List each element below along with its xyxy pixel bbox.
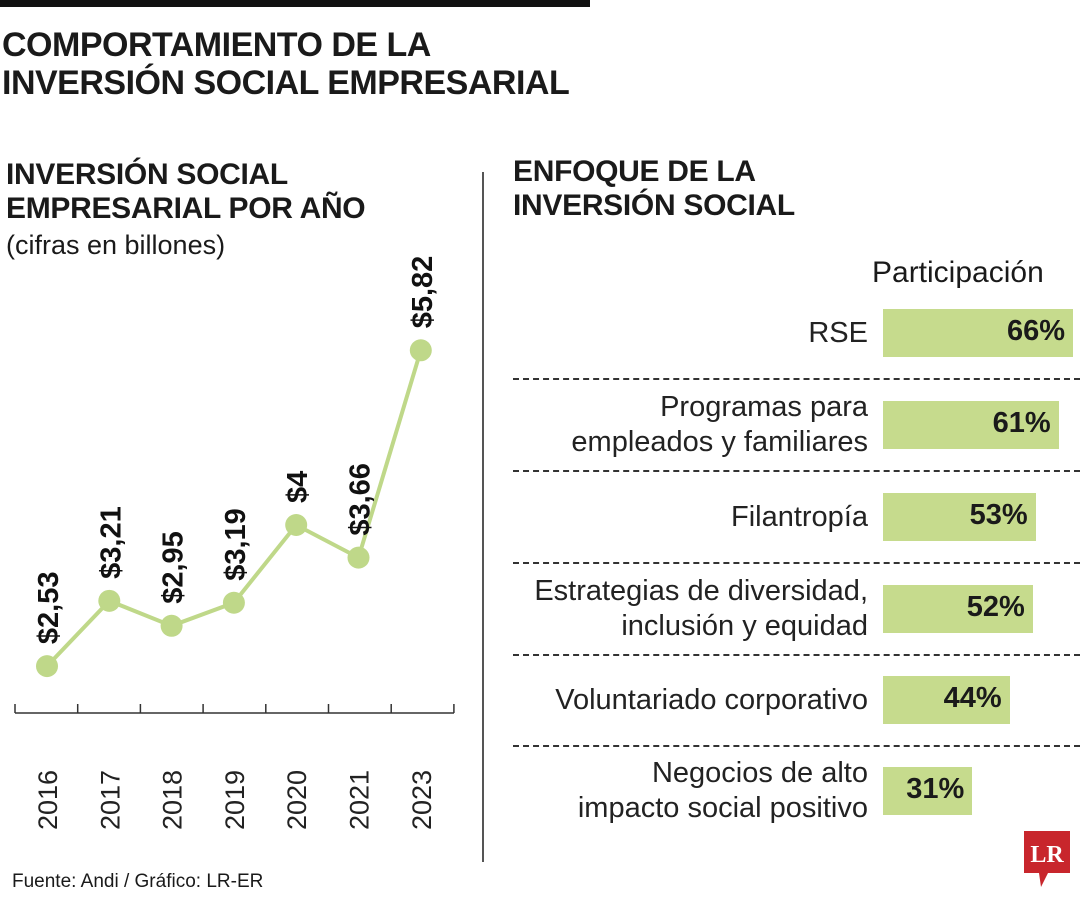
data-label: $3,21 bbox=[95, 506, 127, 579]
label-line: empleados y familiares bbox=[571, 426, 868, 458]
x-tick-label: 2021 bbox=[345, 770, 375, 830]
label-line: Negocios de alto bbox=[651, 757, 868, 789]
bar-category-label: Negocios de alto impacto social positivo bbox=[578, 756, 868, 826]
row-separator bbox=[513, 745, 1080, 747]
label-line: Voluntariado corporativo bbox=[555, 683, 868, 716]
bar: 53% bbox=[883, 493, 1036, 541]
label-line: Estrategias de diversidad, bbox=[534, 575, 868, 607]
title-line: INVERSIÓN SOCIAL bbox=[513, 189, 795, 222]
x-tick-label: 2017 bbox=[95, 770, 125, 830]
bar-chart-title: ENFOQUE DE LA INVERSIÓN SOCIAL bbox=[513, 155, 795, 223]
line-chart-title: INVERSIÓN SOCIAL EMPRESARIAL POR AÑO bbox=[6, 158, 366, 226]
bar-category-label: Estrategias de diversidad, inclusión y eq… bbox=[534, 574, 868, 644]
bar-value-label: 53% bbox=[969, 499, 1028, 531]
data-point bbox=[36, 655, 58, 678]
bar: 44% bbox=[883, 676, 1010, 724]
top-rule bbox=[0, 0, 590, 7]
data-point bbox=[222, 591, 245, 614]
bar-value-label: 44% bbox=[943, 682, 1002, 714]
bar: 52% bbox=[883, 585, 1033, 633]
bar-value-label: 31% bbox=[906, 773, 965, 805]
lr-logo: LR bbox=[1024, 831, 1070, 887]
x-tick-label: 2019 bbox=[220, 770, 250, 830]
bar-category-label: Filantropía bbox=[731, 500, 868, 535]
bar-value-label: 52% bbox=[966, 591, 1025, 623]
title-line: INVERSIÓN SOCIAL bbox=[6, 158, 288, 191]
data-label: $2,53 bbox=[33, 572, 65, 645]
data-label: $3,66 bbox=[345, 463, 377, 536]
data-label: $3,19 bbox=[220, 508, 252, 581]
title-line: COMPORTAMIENTO DE LA bbox=[2, 26, 431, 64]
column-divider bbox=[482, 172, 484, 862]
label-line: Programas para bbox=[660, 391, 868, 423]
source-note: Fuente: Andi / Gráfico: LR-ER bbox=[12, 871, 264, 892]
x-tick-label: 2020 bbox=[282, 770, 312, 830]
label-line: impacto social positivo bbox=[577, 792, 868, 824]
x-tick-label: 2018 bbox=[158, 770, 188, 830]
x-tick-label: 2023 bbox=[407, 770, 437, 830]
data-point bbox=[98, 589, 121, 612]
column-header: Participación bbox=[872, 256, 1044, 289]
bar: 61% bbox=[883, 401, 1059, 449]
bar-value-label: 61% bbox=[992, 407, 1051, 439]
bar: 31% bbox=[883, 767, 973, 815]
data-point bbox=[285, 514, 308, 536]
row-separator bbox=[513, 378, 1080, 380]
data-point bbox=[409, 339, 432, 362]
data-point bbox=[347, 546, 370, 569]
bar-value-label: 66% bbox=[1007, 315, 1066, 347]
bar: 66% bbox=[883, 309, 1074, 357]
row-separator bbox=[513, 654, 1080, 656]
bar-category-label: Voluntariado corporativo bbox=[555, 683, 868, 718]
bar-category-label: RSE bbox=[808, 316, 868, 351]
x-tick-label: 2016 bbox=[33, 770, 63, 830]
label-line: RSE bbox=[808, 316, 868, 349]
data-label: $4 bbox=[282, 471, 314, 503]
bar-category-label: Programas para empleados y familiares bbox=[571, 390, 868, 460]
data-point bbox=[160, 614, 183, 637]
line-chart: $2,53 2016 $3,21 2017 $2,95 2018 $3,19 2019 $4 20… bbox=[14, 256, 455, 830]
svg-text:LR: LR bbox=[1030, 842, 1064, 868]
line-chart-subtitle: (cifras en billones) bbox=[6, 230, 226, 260]
label-line: inclusión y equidad bbox=[621, 610, 868, 642]
title-line: ENFOQUE DE LA bbox=[513, 155, 756, 188]
data-label: $2,95 bbox=[158, 531, 190, 604]
data-label: $5,82 bbox=[407, 256, 439, 329]
label-line: Filantropía bbox=[730, 500, 868, 533]
row-separator bbox=[513, 470, 1080, 472]
main-title: COMPORTAMIENTO DE LA INVERSIÓN SOCIAL EM… bbox=[2, 26, 570, 102]
title-line: EMPRESARIAL POR AÑO bbox=[6, 192, 366, 225]
row-separator bbox=[513, 562, 1080, 564]
title-line: INVERSIÓN SOCIAL EMPRESARIAL bbox=[2, 64, 570, 102]
